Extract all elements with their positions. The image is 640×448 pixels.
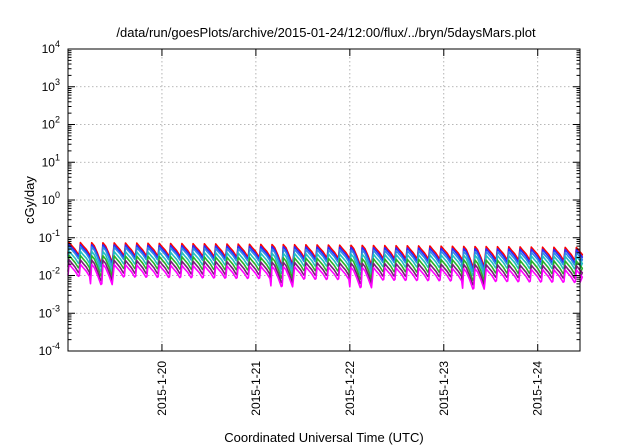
y-tick-label: 100	[42, 190, 60, 207]
y-tick-label: 10-1	[39, 228, 60, 245]
x-tick-label: 2015-1-24	[531, 361, 545, 416]
y-tick-label: 104	[42, 39, 60, 56]
x-tick-label: 2015-1-20	[155, 361, 169, 416]
series-line-5	[67, 254, 584, 282]
x-axis-label: Coordinated Universal Time (UTC)	[224, 430, 423, 445]
y-tick-label: 103	[42, 77, 60, 94]
y-axis-label: cGy/day	[22, 176, 37, 224]
x-tick-label: 2015-1-21	[249, 361, 263, 416]
series-line-7	[67, 263, 584, 290]
y-tick-label: 102	[42, 115, 60, 132]
x-tick-label: 2015-1-23	[437, 361, 451, 416]
axes: 10-4 10-3 10-2 10-1 100 101 102 103 104 2015-1-20…	[39, 39, 580, 416]
series-line-3	[67, 245, 584, 273]
chart-title: /data/run/goesPlots/archive/2015-01-24/1…	[116, 25, 536, 40]
series-line-6	[67, 259, 584, 286]
series-line-4	[67, 250, 584, 277]
plot-frame	[67, 48, 581, 352]
y-tick-label: 10-2	[39, 266, 60, 283]
series-group	[67, 241, 584, 290]
y-tick-label: 10-4	[39, 341, 60, 358]
grid-lines	[68, 49, 580, 351]
y-tick-label: 10-3	[39, 303, 60, 320]
y-tick-label: 101	[42, 152, 60, 169]
x-tick-label: 2015-1-22	[343, 361, 357, 416]
